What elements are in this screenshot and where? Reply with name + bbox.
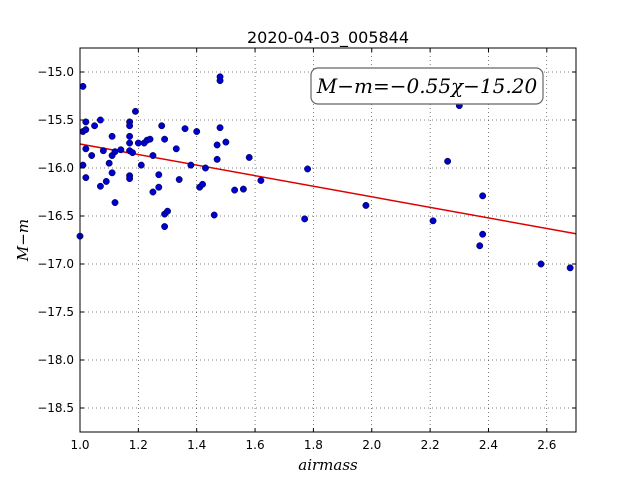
data-point xyxy=(79,161,87,169)
data-point xyxy=(82,174,90,182)
y-tick-label: −15.0 xyxy=(37,65,74,79)
x-axis-label: airmass xyxy=(298,456,358,474)
data-point xyxy=(79,82,87,90)
data-point xyxy=(102,177,110,185)
data-point xyxy=(479,192,487,200)
data-point xyxy=(362,201,370,209)
data-point xyxy=(82,126,90,134)
y-tick-label: −16.0 xyxy=(37,161,74,175)
data-point xyxy=(444,157,452,165)
y-tick-label: −17.0 xyxy=(37,257,74,271)
data-point xyxy=(108,169,116,177)
plot-frame xyxy=(79,47,577,433)
data-point xyxy=(193,128,201,135)
data-point xyxy=(108,132,116,140)
data-point xyxy=(257,177,265,184)
fit-line-group xyxy=(79,143,577,235)
data-point xyxy=(216,77,224,85)
data-point xyxy=(137,161,145,169)
data-point xyxy=(91,122,99,130)
y-tick-label: −18.5 xyxy=(37,401,74,415)
data-point xyxy=(161,135,169,143)
y-axis-label: M−m xyxy=(14,219,32,262)
data-point xyxy=(149,152,157,159)
data-point xyxy=(155,183,163,191)
equation-text: M−m=−0.55χ−15.20 xyxy=(316,74,538,98)
data-point xyxy=(105,159,113,167)
data-point xyxy=(202,164,209,172)
y-tick-label: −17.5 xyxy=(37,305,74,319)
data-point xyxy=(164,207,171,215)
grid xyxy=(79,48,576,432)
data-point xyxy=(537,260,545,268)
chart-title: 2020-04-03_005844 xyxy=(247,28,409,48)
data-point xyxy=(199,180,206,188)
data-point xyxy=(82,118,90,126)
data-point xyxy=(210,211,218,219)
equation-box: M−m=−0.55χ−15.20 xyxy=(310,67,544,105)
data-point xyxy=(566,264,574,272)
data-point xyxy=(126,139,134,147)
data-point xyxy=(429,217,437,225)
data-point xyxy=(172,145,180,153)
data-point xyxy=(222,138,230,146)
data-point xyxy=(181,125,189,133)
x-tick-label: 2.0 xyxy=(362,438,381,452)
data-point xyxy=(175,176,183,183)
data-point xyxy=(301,215,309,223)
data-point xyxy=(304,165,312,173)
data-point xyxy=(213,141,221,149)
data-point xyxy=(146,135,154,143)
data-point xyxy=(126,175,134,183)
data-point xyxy=(239,185,247,193)
fit-line xyxy=(79,143,577,235)
data-point xyxy=(231,186,239,194)
y-tick-labels: −15.0 −15.5 −16.0 −16.5 −17.0 −17.5 −18.0 −18.5 xyxy=(37,65,74,415)
data-point xyxy=(126,132,134,140)
data-point xyxy=(126,122,134,130)
data-point xyxy=(111,199,119,207)
data-point xyxy=(129,149,136,157)
x-tick-label: 2.4 xyxy=(479,438,498,452)
y-tick-label: −15.5 xyxy=(37,113,74,127)
data-point xyxy=(479,230,487,238)
data-point xyxy=(117,146,125,154)
tick-marks xyxy=(79,48,576,432)
data-point xyxy=(158,122,166,130)
data-point xyxy=(213,155,221,163)
x-tick-label: 2.2 xyxy=(421,438,440,452)
data-point xyxy=(99,147,107,155)
x-tick-label: 1.0 xyxy=(70,438,89,452)
x-tick-label: 1.6 xyxy=(246,438,265,452)
data-point xyxy=(82,145,90,153)
data-point xyxy=(96,182,104,190)
y-tick-label: −18.0 xyxy=(37,353,74,367)
data-point xyxy=(245,153,253,161)
data-point xyxy=(88,152,96,159)
data-point xyxy=(155,171,163,179)
data-point xyxy=(111,148,119,156)
data-point xyxy=(134,139,142,147)
data-point xyxy=(161,223,169,231)
x-tick-label: 1.2 xyxy=(129,438,148,452)
data-point xyxy=(149,188,157,196)
x-tick-labels: 1.0 1.2 1.4 1.6 1.8 2.0 2.2 2.4 2.6 xyxy=(70,438,556,452)
x-tick-label: 1.8 xyxy=(304,438,323,452)
x-tick-label: 1.4 xyxy=(187,438,206,452)
x-tick-label: 2.6 xyxy=(537,438,556,452)
data-point xyxy=(216,124,224,132)
y-tick-label: −16.5 xyxy=(37,209,74,223)
data-point xyxy=(131,107,139,115)
data-point xyxy=(476,242,484,250)
data-points xyxy=(76,73,574,272)
data-point xyxy=(187,161,195,169)
data-point xyxy=(96,116,104,124)
